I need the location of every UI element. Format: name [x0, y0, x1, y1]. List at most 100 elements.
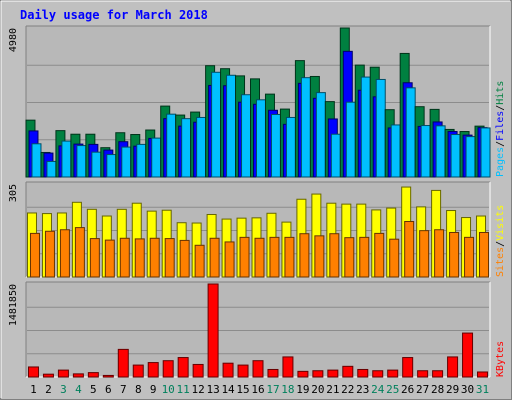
bar-pages-day-10: [166, 113, 177, 178]
bar-sites-day-25: [389, 238, 400, 278]
bar-sites-day-29: [449, 231, 460, 278]
bar-sites-day-15: [239, 236, 250, 278]
bar-kbytes-day-21: [327, 369, 339, 378]
bar-kbytes-day-14: [222, 362, 234, 378]
bar-pages-day-15: [241, 94, 252, 178]
bar-pages-day-11: [181, 118, 192, 178]
bar-pages-day-8: [136, 143, 147, 178]
x-tick-label: 2: [45, 383, 52, 396]
bar-pages-day-16: [256, 99, 266, 178]
bar-sites-day-27: [419, 230, 430, 278]
bar-sites-day-6: [104, 239, 115, 278]
bar-pages-day-9: [151, 137, 162, 178]
x-tick-label: 14: [221, 383, 235, 396]
ylabel-files: Files: [495, 111, 506, 141]
bar-pages-day-18: [285, 116, 296, 178]
bar-sites-day-18: [284, 236, 295, 278]
bar-sites-day-12: [194, 244, 205, 278]
ylabel-separator: /: [495, 141, 506, 147]
bar-sites-day-24: [374, 232, 385, 278]
x-tick-label: 27: [416, 383, 429, 396]
bar-sites-day-4: [74, 227, 85, 278]
panel-hits-ylabel: Pages/Files/Hits: [495, 81, 506, 177]
bar-sites-day-23: [359, 236, 370, 278]
bar-pages-day-14: [226, 74, 237, 178]
x-tick-label: 31: [476, 383, 489, 396]
bar-kbytes-day-5: [87, 372, 99, 378]
x-tick-label: 17: [266, 383, 279, 396]
bar-kbytes-day-10: [162, 360, 174, 378]
bar-kbytes-day-31: [477, 371, 489, 378]
chart-panels: 4980Pages/Files/Hits305Sites/Visits14818…: [8, 25, 506, 378]
bar-sites-day-3: [59, 229, 70, 278]
bar-kbytes-day-19: [297, 370, 309, 378]
bar-pages-day-1: [31, 143, 42, 178]
ylabel-sites: Sites: [495, 247, 506, 277]
x-tick-label: 12: [192, 383, 205, 396]
bar-sites-day-5: [89, 238, 100, 278]
x-tick-label: 11: [177, 383, 190, 396]
x-tick-label: 16: [251, 383, 264, 396]
x-axis: 1 2 3 4 5 6 7 8 9 10 11 12 13 14 15 16 17 18 19 20 21 22 23 24 2…: [30, 383, 489, 396]
bar-pages-day-30: [465, 136, 476, 178]
ylabel-kbytes: KBytes: [495, 341, 506, 377]
bar-kbytes-day-30: [462, 332, 474, 378]
panel-kbytes: 1481850 KBytes: [8, 281, 506, 378]
bar-sites-day-26: [404, 221, 415, 278]
bar-kbytes-day-20: [312, 370, 324, 378]
bar-sites-day-11: [179, 239, 190, 278]
bar-pages-day-21: [330, 133, 341, 178]
x-tick-label: 1: [30, 383, 37, 396]
ylabel-separator: /: [495, 105, 506, 111]
x-tick-label: 25: [386, 383, 399, 396]
panel-visits: 305 Sites/Visits: [8, 181, 506, 278]
bar-sites-day-13: [209, 237, 220, 278]
bar-sites-day-17: [269, 236, 280, 278]
bar-kbytes-day-22: [342, 365, 354, 378]
bar-sites-day-22: [344, 237, 355, 278]
bar-sites-day-7: [119, 237, 130, 278]
bar-sites-day-28: [434, 229, 445, 278]
bar-kbytes-day-13: [207, 283, 219, 378]
bar-pages-day-17: [270, 113, 281, 178]
bar-sites-day-19: [299, 233, 310, 278]
x-tick-label: 22: [341, 383, 354, 396]
bar-sites-day-2: [44, 230, 55, 278]
ylabel-pages: Pages: [495, 147, 506, 177]
bar-kbytes-day-9: [147, 362, 159, 378]
bar-kbytes-day-18: [282, 356, 294, 378]
x-tick-label: 30: [461, 383, 474, 396]
x-tick-label: 21: [326, 383, 339, 396]
ylabel-hits: Hits: [495, 81, 506, 105]
bar-sites-day-10: [164, 238, 175, 278]
bar-pages-day-2: [46, 160, 57, 178]
bar-kbytes-day-16: [252, 360, 264, 378]
x-tick-label: 15: [236, 383, 249, 396]
bar-pages-day-22: [345, 101, 356, 178]
bar-kbytes-day-23: [357, 368, 369, 378]
bar-sites-day-9: [149, 237, 160, 278]
bar-kbytes-day-29: [447, 356, 459, 378]
bar-kbytes-day-7: [117, 348, 129, 378]
x-tick-label: 9: [150, 383, 157, 396]
bar-pages-day-23: [360, 76, 371, 178]
bar-kbytes-day-8: [132, 364, 144, 378]
x-tick-label: 28: [431, 383, 444, 396]
bar-pages-day-28: [435, 125, 446, 178]
bar-pages-day-20: [315, 92, 326, 178]
bar-sites-day-30: [464, 236, 475, 278]
bar-kbytes-day-1: [27, 366, 39, 378]
ylabel-separator: /: [495, 241, 506, 247]
panel-visits-ymax-label: 305: [8, 184, 19, 202]
x-tick-label: 10: [162, 383, 175, 396]
bar-kbytes-day-28: [432, 370, 444, 378]
bar-kbytes-day-25: [387, 369, 399, 378]
bar-sites-day-20: [314, 235, 325, 278]
bar-pages-day-25: [390, 124, 401, 178]
bar-kbytes-day-15: [237, 364, 249, 378]
x-tick-label: 18: [281, 383, 294, 396]
bar-sites-day-14: [224, 241, 235, 278]
bar-pages-day-26: [405, 87, 416, 178]
